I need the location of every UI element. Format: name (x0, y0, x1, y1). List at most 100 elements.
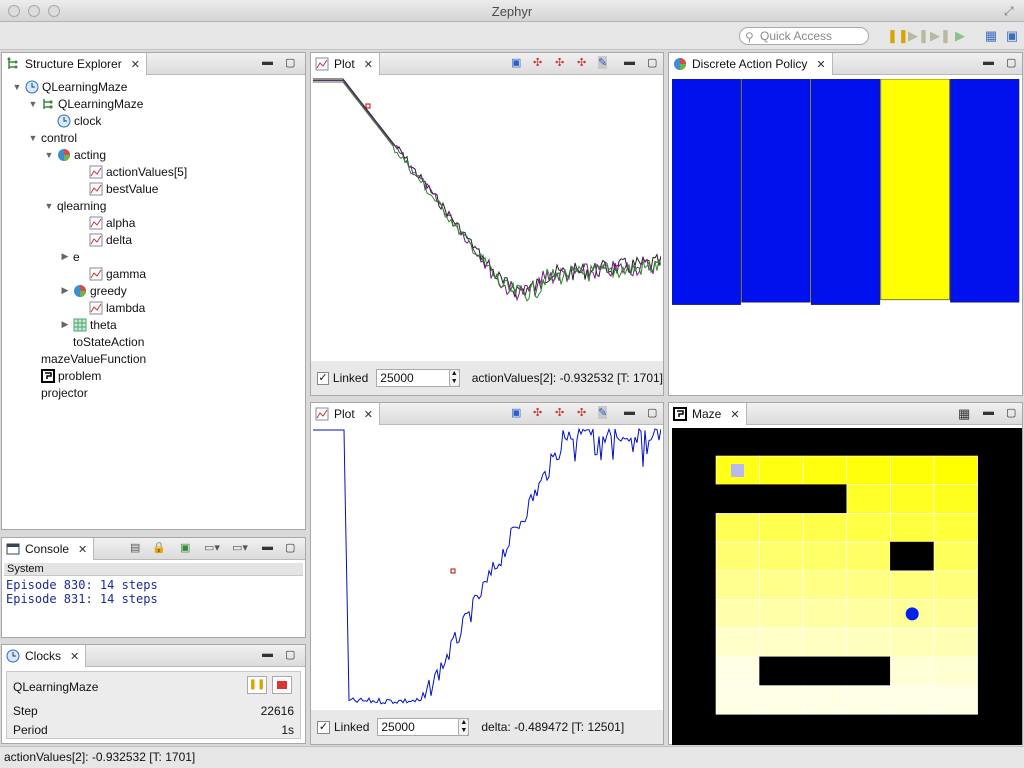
step-icon[interactable]: ▶❚ (908, 28, 929, 43)
maze-agent (905, 607, 919, 621)
brush-icon[interactable]: ✎ (598, 406, 608, 419)
spinner-arrows-icon[interactable]: ▲ ▼ (458, 718, 470, 736)
close-icon[interactable]: ✕ (70, 650, 80, 663)
clear-console-icon[interactable]: ▤ (130, 542, 141, 554)
pin-console-icon[interactable]: ▣ (180, 542, 191, 554)
maximize-icon[interactable]: ▢ (647, 407, 658, 419)
tree-item[interactable]: delta (76, 231, 132, 248)
open-perspective-icon[interactable]: ▦ (984, 28, 998, 43)
tab-plot-2[interactable]: Plot ✕ (311, 403, 380, 425)
maximize-icon[interactable]: ▢ (1006, 57, 1017, 69)
tree-item[interactable]: ▼ acting (44, 146, 107, 163)
maximize-icon[interactable]: ▢ (1006, 407, 1017, 419)
minimize-icon[interactable]: ▬ (262, 56, 273, 68)
tab-clocks[interactable]: Clocks ✕ (2, 645, 87, 667)
minimize-icon[interactable]: ▬ (624, 406, 635, 418)
tree-item[interactable]: ▼ QLearningMaze (28, 95, 144, 112)
tree-item-label: projector (41, 385, 88, 400)
zoom-y-icon[interactable]: ✣ (555, 57, 565, 69)
tree-item-label: e (73, 249, 80, 264)
history-length-spinner[interactable]: 25000 ▲ ▼ (376, 369, 460, 387)
minimize-icon[interactable]: ▬ (262, 541, 273, 553)
zoom-xy-icon[interactable]: ✣ (577, 407, 587, 419)
linked-checkbox[interactable]: ✓ (317, 720, 330, 734)
maximize-icon[interactable]: ▢ (285, 649, 296, 661)
maze-cell (933, 599, 978, 629)
tree-item[interactable]: ▶ greedy (60, 282, 127, 299)
expand-arrow-icon[interactable]: ▼ (28, 98, 38, 109)
zoom-x-icon[interactable]: ✣ (533, 57, 543, 69)
close-icon[interactable]: ✕ (78, 543, 88, 556)
expand-arrow-icon[interactable]: ▼ (28, 132, 38, 143)
zoom-y-icon[interactable]: ✣ (555, 407, 565, 419)
expand-arrow-icon[interactable]: ▼ (12, 81, 22, 92)
tab-discrete-action-policy[interactable]: Discrete Action Policy ✕ (669, 53, 833, 75)
maximize-icon[interactable]: ▢ (647, 57, 658, 69)
pause-clock-button[interactable]: ❚❚ (247, 676, 267, 694)
tree-item-label: QLearningMaze (42, 79, 128, 94)
tree-item[interactable]: mazeValueFunction (28, 350, 146, 367)
tab-console[interactable]: Console ✕ (2, 538, 95, 560)
tree-item[interactable]: toStateAction (60, 333, 144, 350)
open-console-icon[interactable]: ▭▾ (232, 542, 248, 554)
close-window-button[interactable] (8, 5, 20, 17)
tree-item[interactable]: ▼ QLearningMaze (12, 78, 128, 95)
minimize-window-button[interactable] (28, 5, 40, 17)
maze-canvas[interactable] (672, 428, 1022, 745)
maximize-icon[interactable]: ▢ (285, 57, 296, 69)
tree-item[interactable]: actionValues[5] (76, 163, 187, 180)
close-icon[interactable]: ✕ (730, 408, 740, 421)
tree-item[interactable]: ▶ theta (60, 316, 117, 333)
quick-access-field[interactable]: ⚲ Quick Access (739, 27, 869, 45)
scroll-lock-icon[interactable]: 🔒 (152, 542, 166, 554)
autoscale-icon[interactable]: ▣ (511, 57, 522, 69)
expand-arrow-icon[interactable]: ▼ (44, 149, 54, 160)
expand-arrow-icon[interactable]: ▼ (44, 200, 54, 211)
tree-item[interactable]: bestValue (76, 180, 158, 197)
plot-2-canvas[interactable] (313, 427, 661, 711)
tree-item[interactable]: lambda (76, 299, 145, 316)
minimize-icon[interactable]: ▬ (624, 56, 635, 68)
run-icon[interactable]: ▶ (955, 28, 965, 43)
tree-item[interactable]: ▼ control (28, 129, 78, 146)
pause-icon[interactable]: ❚❚ (887, 28, 909, 43)
tree-item[interactable]: ▶ e (60, 248, 80, 265)
tab-structure-explorer[interactable]: Structure Explorer ✕ (2, 53, 147, 75)
tree-item-label: alpha (106, 215, 136, 230)
close-icon[interactable]: ✕ (363, 58, 373, 71)
tree-item[interactable]: alpha (76, 214, 135, 231)
tree-item[interactable]: projector (28, 384, 88, 401)
display-console-icon[interactable]: ▭▾ (204, 542, 220, 554)
plot-1-canvas[interactable] (313, 77, 661, 361)
workspace-icon[interactable]: ▣ (1005, 28, 1019, 43)
close-icon[interactable]: ✕ (363, 408, 373, 421)
tree-item[interactable]: clock (44, 112, 101, 129)
autoscale-icon[interactable]: ▣ (511, 407, 522, 419)
maze-cell (933, 570, 978, 600)
tree-item[interactable]: ▼ qlearning (44, 197, 107, 214)
spinner-arrows-icon[interactable]: ▲ ▼ (448, 369, 460, 387)
tab-plot-1[interactable]: Plot ✕ (311, 53, 380, 75)
minimize-icon[interactable]: ▬ (262, 648, 273, 660)
maximize-icon[interactable]: ▢ (285, 542, 296, 554)
zoom-xy-icon[interactable]: ✣ (577, 57, 587, 69)
tab-maze[interactable]: Maze ✕ (669, 403, 747, 425)
minimize-icon[interactable]: ▬ (983, 56, 994, 68)
collapse-arrow-icon[interactable]: ▶ (61, 251, 69, 261)
close-icon[interactable]: ✕ (816, 58, 826, 71)
tree-item[interactable]: gamma (76, 265, 146, 282)
grid-toggle-icon[interactable]: ▦ (958, 406, 971, 421)
zoom-window-button[interactable] (48, 5, 60, 17)
minimize-icon[interactable]: ▬ (983, 406, 994, 418)
tree-item[interactable]: problem (28, 367, 101, 384)
fullscreen-icon[interactable]: ⤢ (1004, 4, 1014, 18)
close-icon[interactable]: ✕ (130, 58, 140, 71)
brush-icon[interactable]: ✎ (598, 56, 608, 69)
linked-checkbox[interactable]: ✓ (317, 371, 329, 385)
collapse-arrow-icon[interactable]: ▶ (61, 319, 69, 329)
stop-clock-button[interactable] (272, 676, 292, 694)
history-length-spinner[interactable]: 25000 ▲ ▼ (377, 718, 470, 736)
step-end-icon[interactable]: ▶❚ (930, 28, 951, 43)
collapse-arrow-icon[interactable]: ▶ (61, 285, 69, 295)
zoom-x-icon[interactable]: ✣ (533, 407, 543, 419)
